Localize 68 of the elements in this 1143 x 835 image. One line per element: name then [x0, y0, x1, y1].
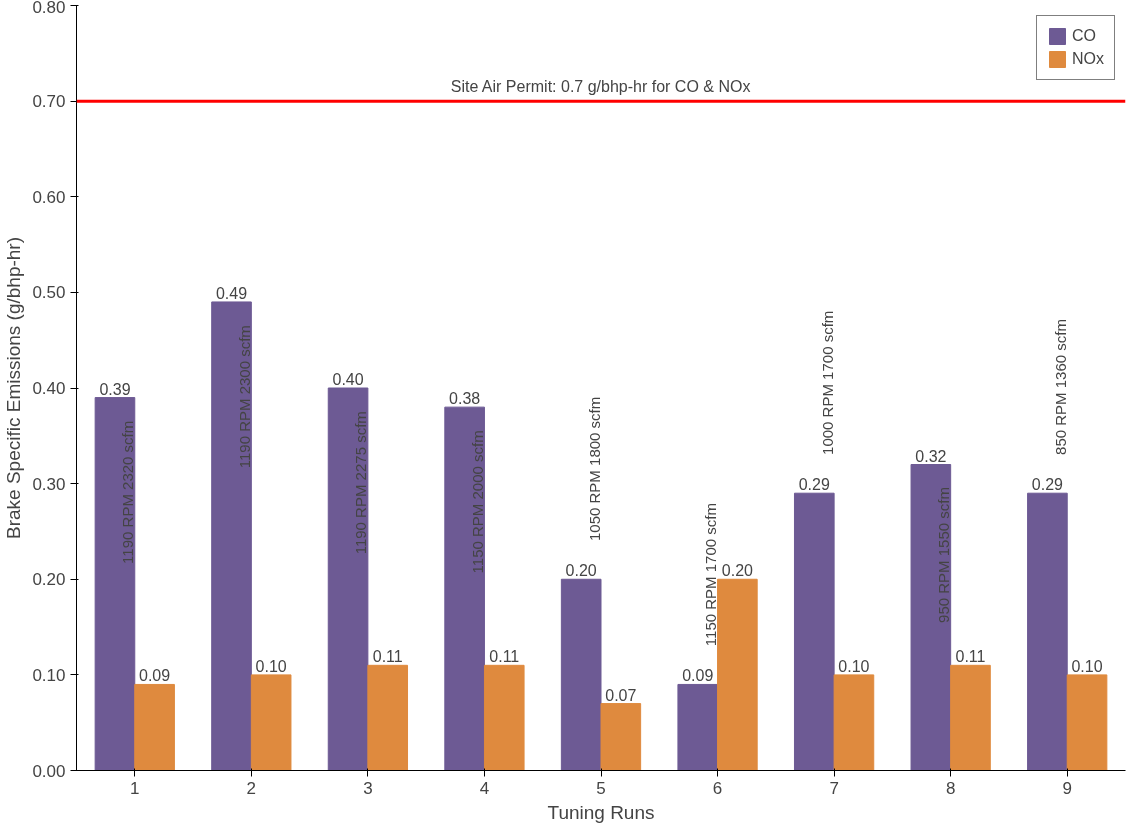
bar	[367, 664, 409, 771]
data-label: 0.10	[838, 657, 870, 675]
data-label: 0.39	[99, 380, 131, 398]
data-label: 0.49	[215, 284, 248, 302]
x-tick-label: 4	[479, 778, 490, 798]
bar	[250, 674, 292, 771]
bar	[833, 674, 875, 771]
bar	[910, 464, 952, 771]
y-tick-label: 0.40	[32, 379, 66, 398]
x-axis-title: Tuning Runs	[547, 801, 655, 823]
data-label: 0.29	[798, 476, 830, 494]
data-label: 0.07	[605, 686, 637, 704]
annotation: 1050 RPM 1800 scfm	[585, 396, 603, 541]
data-label: 0.40	[332, 371, 364, 388]
legend-label: CO	[1072, 27, 1096, 45]
annotation: 1150 RPM 2000 scfm	[468, 430, 486, 574]
data-label: 0.29	[1031, 476, 1064, 494]
x-tick-label: 3	[363, 778, 373, 798]
legend-label: NOx	[1072, 50, 1104, 68]
x-tick-label: 7	[829, 778, 839, 798]
data-label: 0.11	[955, 648, 986, 666]
y-tick-label: 0.00	[32, 761, 66, 781]
bar	[600, 703, 642, 771]
data-label: 0.11	[489, 648, 520, 666]
bar	[1066, 674, 1108, 771]
y-tick-label: 0.80	[32, 0, 66, 17]
data-label: 0.10	[255, 657, 287, 675]
x-tick-label: 2	[246, 778, 257, 798]
data-label: 0.20	[721, 562, 754, 580]
data-label: 0.10	[1071, 657, 1103, 675]
bar	[793, 492, 835, 771]
bar	[211, 301, 252, 771]
x-tick-label: 8	[945, 778, 956, 798]
data-label: 0.38	[449, 390, 481, 408]
y-tick-label: 0.70	[32, 92, 66, 112]
data-label: 0.09	[682, 667, 714, 685]
annotation: 1190 RPM 2300 scfm	[235, 325, 253, 469]
bar	[327, 387, 369, 771]
annotation: 850 RPM 1360 scfm	[1051, 319, 1069, 455]
y-tick-label: 0.30	[32, 474, 66, 494]
annotation: 950 RPM 1550 scfm	[935, 487, 953, 623]
bar	[1027, 492, 1068, 771]
y-tick-label: 0.50	[32, 283, 66, 303]
bar	[483, 664, 525, 771]
data-label: 0.11	[372, 648, 403, 666]
x-tick-label: 9	[1062, 778, 1072, 798]
bar	[950, 664, 991, 771]
data-label: 0.09	[139, 667, 171, 685]
bar	[717, 578, 758, 771]
x-tick-label: 6	[712, 778, 723, 798]
x-tick-label: 5	[596, 778, 606, 798]
bar	[134, 683, 175, 771]
data-label: 0.32	[915, 447, 947, 465]
annotation: 1150 RPM 1700 scfm	[702, 503, 720, 647]
y-axis-title: Brake Specific Emissions (g/bhp-hr)	[3, 237, 25, 539]
annotation: 1190 RPM 2320 scfm	[119, 420, 137, 564]
bar	[677, 683, 719, 771]
x-tick-label: 1	[130, 778, 140, 798]
y-tick-label: 0.10	[32, 665, 66, 685]
data-label: 0.20	[565, 562, 597, 580]
annotation: 1000 RPM 1700 scfm	[818, 310, 836, 455]
bar	[94, 397, 136, 771]
y-tick-label: 0.60	[32, 187, 66, 207]
bar	[444, 406, 485, 771]
bar	[560, 578, 602, 771]
ref-line-label: Site Air Permit: 0.7 g/bhp-hr for CO & NOx	[450, 78, 751, 96]
y-tick-label: 0.20	[32, 570, 66, 590]
annotation: 1190 RPM 2275 scfm	[352, 411, 370, 555]
